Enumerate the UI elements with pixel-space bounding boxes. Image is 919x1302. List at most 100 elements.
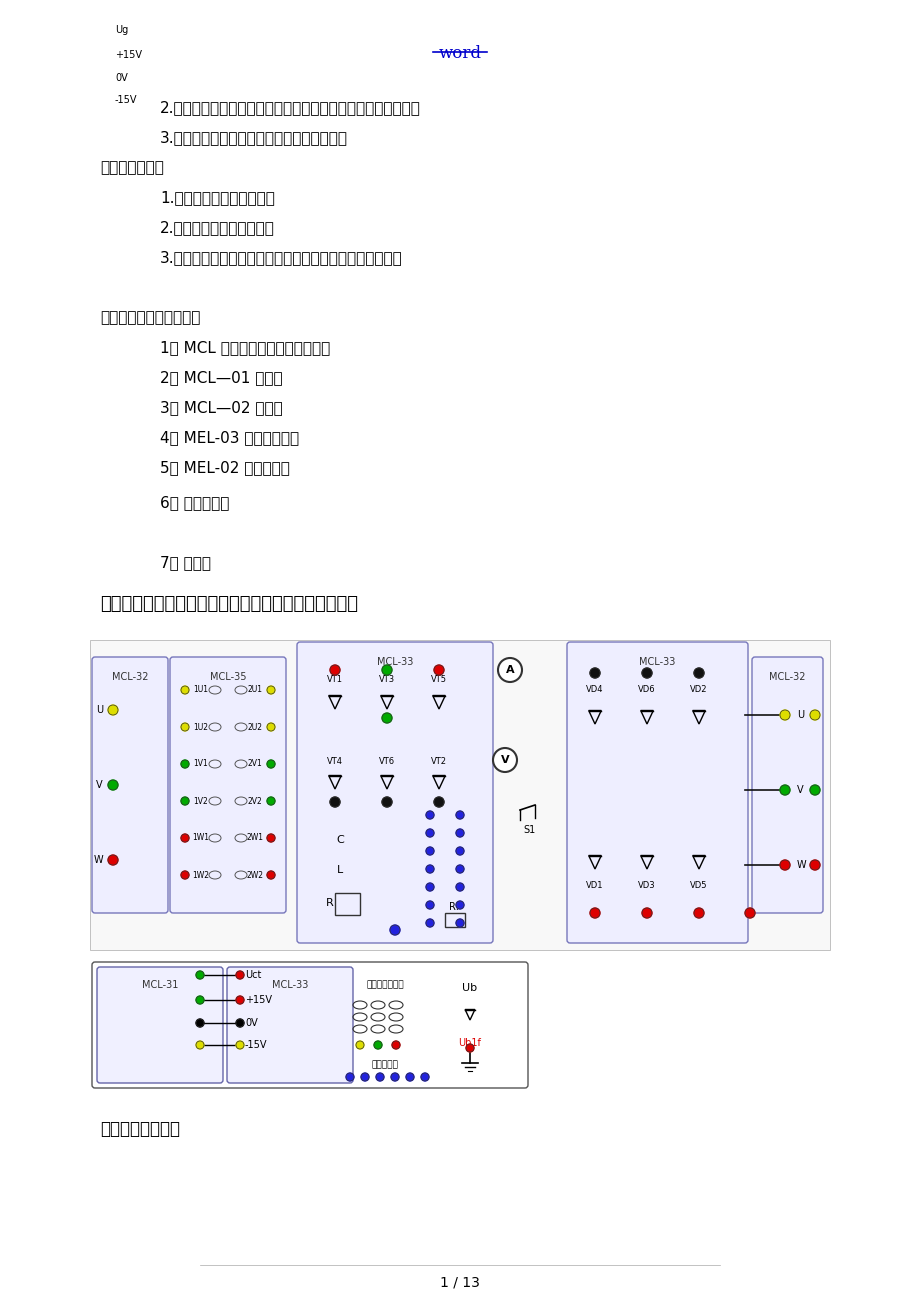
Circle shape: [390, 924, 400, 935]
Text: 1V1: 1V1: [193, 759, 208, 768]
Text: 2． MCL—01 组件。: 2． MCL—01 组件。: [160, 370, 282, 385]
Circle shape: [456, 901, 463, 909]
Circle shape: [456, 811, 463, 819]
Circle shape: [497, 658, 521, 682]
Text: MCL-32: MCL-32: [111, 672, 148, 682]
Circle shape: [493, 749, 516, 772]
Circle shape: [589, 668, 599, 678]
Circle shape: [181, 835, 188, 842]
Circle shape: [330, 797, 340, 807]
Circle shape: [196, 1042, 204, 1049]
Circle shape: [181, 760, 188, 768]
Text: 2U2: 2U2: [247, 723, 262, 732]
Circle shape: [267, 797, 275, 805]
Circle shape: [374, 1042, 381, 1049]
Circle shape: [236, 1019, 244, 1027]
Circle shape: [267, 723, 275, 730]
Circle shape: [196, 1019, 204, 1027]
FancyBboxPatch shape: [96, 967, 222, 1083]
Circle shape: [425, 919, 434, 927]
FancyBboxPatch shape: [90, 641, 829, 950]
Text: 2W1: 2W1: [246, 833, 263, 842]
Circle shape: [267, 760, 275, 768]
Circle shape: [181, 871, 188, 879]
Circle shape: [381, 797, 391, 807]
Text: +15V: +15V: [115, 49, 142, 60]
Text: MCL-33: MCL-33: [377, 658, 413, 667]
Text: VT2: VT2: [430, 758, 447, 767]
Circle shape: [236, 971, 244, 979]
Text: 2V2: 2V2: [247, 797, 262, 806]
Text: 3． MCL—02 组件。: 3． MCL—02 组件。: [160, 400, 282, 415]
Text: 二、实验内容：: 二、实验内容：: [100, 160, 164, 174]
Text: 0V: 0V: [244, 1018, 257, 1029]
Circle shape: [779, 861, 789, 870]
Text: 2V1: 2V1: [247, 759, 262, 768]
Text: W: W: [93, 855, 103, 865]
Circle shape: [456, 919, 463, 927]
Circle shape: [809, 710, 819, 720]
Circle shape: [267, 686, 275, 694]
Text: Ub: Ub: [462, 983, 477, 993]
Text: V: V: [796, 785, 803, 796]
Text: VD5: VD5: [689, 880, 707, 889]
Text: word: word: [438, 46, 481, 62]
Circle shape: [181, 686, 188, 694]
Circle shape: [391, 1042, 400, 1049]
Circle shape: [376, 1073, 383, 1081]
Text: U: U: [96, 704, 103, 715]
Circle shape: [181, 797, 188, 805]
Circle shape: [421, 1073, 428, 1081]
Text: V: V: [500, 755, 509, 766]
FancyBboxPatch shape: [297, 642, 493, 943]
Text: MCL-33: MCL-33: [639, 658, 675, 667]
Text: VT1: VT1: [326, 676, 343, 685]
FancyBboxPatch shape: [566, 642, 747, 943]
Text: 0V: 0V: [115, 73, 128, 83]
Text: R: R: [325, 898, 334, 907]
Text: W: W: [796, 861, 806, 870]
Text: -15V: -15V: [115, 95, 137, 105]
Text: Uct: Uct: [244, 970, 261, 980]
Text: 1.　三相桥式全控整流电路: 1. 三相桥式全控整流电路: [160, 190, 275, 204]
FancyBboxPatch shape: [227, 967, 353, 1083]
Circle shape: [346, 1073, 354, 1081]
Circle shape: [196, 996, 204, 1004]
Text: VD3: VD3: [638, 880, 655, 889]
Circle shape: [809, 785, 819, 796]
Text: VD2: VD2: [689, 685, 707, 694]
Text: VD4: VD4: [585, 685, 603, 694]
Circle shape: [381, 665, 391, 674]
Circle shape: [108, 704, 118, 715]
Circle shape: [236, 996, 244, 1004]
Circle shape: [267, 871, 275, 879]
Circle shape: [434, 797, 444, 807]
Text: VT5: VT5: [430, 676, 447, 685]
Text: 7． 万用表: 7． 万用表: [160, 555, 210, 570]
Circle shape: [267, 835, 275, 842]
Text: 2U1: 2U1: [247, 685, 262, 694]
Circle shape: [425, 829, 434, 837]
Text: 6． 二踪示波器: 6． 二踪示波器: [160, 495, 229, 510]
Circle shape: [425, 811, 434, 819]
Text: Ug: Ug: [115, 25, 128, 35]
Circle shape: [434, 665, 444, 674]
Text: MCL-33: MCL-33: [271, 980, 308, 990]
Text: A: A: [505, 665, 514, 674]
Circle shape: [108, 780, 118, 790]
Circle shape: [405, 1073, 414, 1081]
Text: 1U2: 1U2: [193, 723, 209, 732]
Text: 1V2: 1V2: [193, 797, 208, 806]
Circle shape: [108, 855, 118, 865]
Bar: [445, 913, 464, 927]
Circle shape: [381, 713, 391, 723]
Circle shape: [641, 668, 652, 678]
Bar: [335, 893, 359, 915]
Text: MCL-31: MCL-31: [142, 980, 178, 990]
Text: Ub1f: Ub1f: [458, 1038, 481, 1048]
FancyBboxPatch shape: [751, 658, 823, 913]
Text: 4． MEL-03 可调电阵器。: 4． MEL-03 可调电阵器。: [160, 430, 299, 445]
Circle shape: [779, 710, 789, 720]
Circle shape: [356, 1042, 364, 1049]
FancyBboxPatch shape: [92, 658, 168, 913]
